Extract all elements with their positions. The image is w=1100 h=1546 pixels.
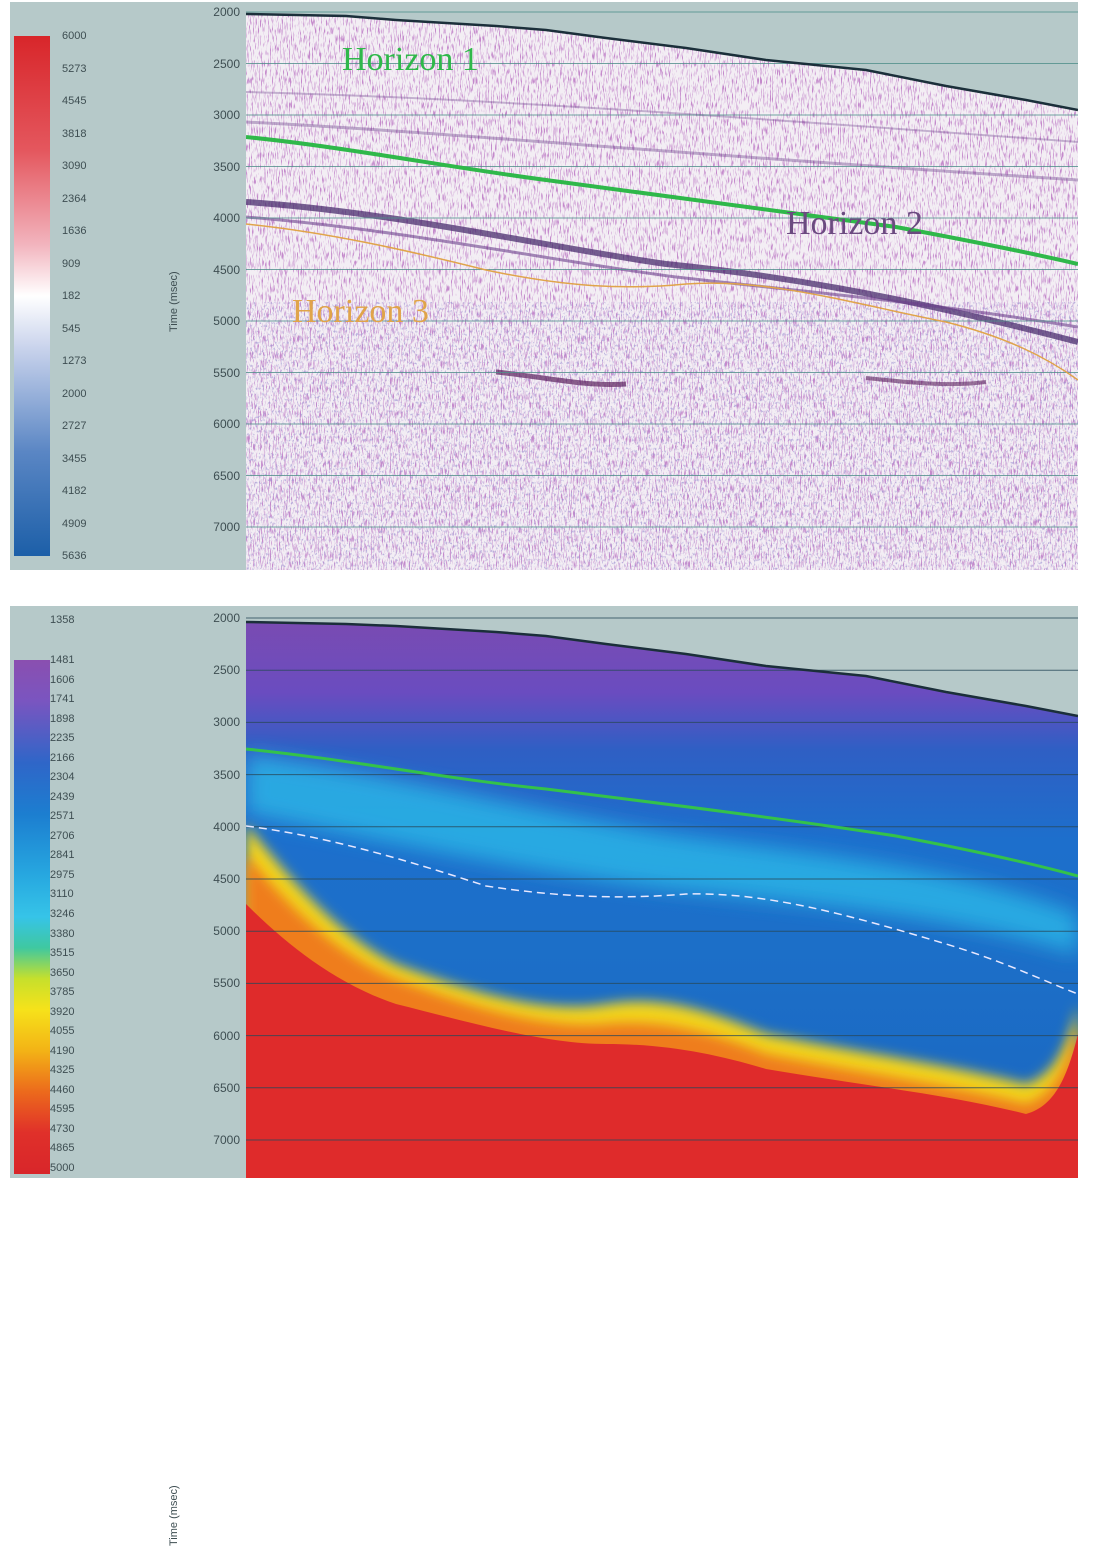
colorbar-label: 3455 (62, 452, 87, 465)
colorbar-label: 2235 (50, 732, 75, 745)
colorbar-label: 1606 (50, 673, 75, 686)
colorbar-label: 6000 (62, 30, 87, 42)
colorbar-label: 182 (62, 290, 81, 302)
y-tick-label: 2000 (213, 5, 240, 19)
velocity-colorbar (14, 660, 50, 1174)
y-tick-label: 5000 (213, 314, 240, 328)
horizon-1-label: Horizon 1 (342, 41, 479, 78)
colorbar-label: 4055 (50, 1025, 75, 1038)
velocity-model-panel: 1358 1481 1606 1741 1898 2235 2166 2304 2439 257… (10, 606, 1078, 1546)
colorbar-label: 3650 (50, 966, 75, 979)
y-tick-label: 5000 (213, 924, 240, 939)
colorbar-label: 2439 (50, 790, 75, 803)
y-tick-label: 4000 (213, 211, 240, 225)
colorbar-label: 3110 (50, 888, 74, 901)
colorbar-label: 1273 (62, 355, 87, 367)
colorbar-label: 4909 (62, 517, 87, 530)
colorbar-label: 2571 (50, 810, 75, 823)
colorbar-label: 2166 (50, 751, 75, 764)
colorbar-label: 4865 (50, 1142, 75, 1155)
colorbar-label: 2841 (50, 849, 75, 862)
y-tick-label: 7000 (213, 1133, 240, 1147)
colorbar-label: 4730 (50, 1122, 75, 1135)
seismic-section: Horizon 1 Horizon 2 Horizon 3 (246, 2, 1078, 570)
colorbar-label: 3246 (50, 908, 75, 920)
colorbar-label: 1636 (62, 225, 87, 237)
y-axis-title: Time (msec) (168, 1485, 180, 1546)
y-tick-label: 6000 (213, 417, 240, 431)
horizon-2-label: Horizon 2 (786, 205, 923, 242)
y-tick-label: 6500 (213, 1080, 240, 1095)
colorbar-label: 2706 (50, 829, 75, 842)
amplitude-colorbar (14, 36, 50, 556)
colorbar-label: 2975 (50, 868, 75, 881)
y-tick-label: 4500 (213, 872, 240, 886)
y-tick-label: 3500 (213, 159, 240, 174)
y-tick-label: 5500 (213, 976, 240, 991)
colorbar-label: 3380 (50, 927, 75, 940)
colorbar-label: 5000 (50, 1162, 75, 1174)
colorbar-label: 545 (62, 322, 81, 335)
y-tick-label: 2500 (213, 663, 240, 678)
y-tick-label: 6500 (213, 468, 240, 483)
colorbar-label: 2000 (62, 387, 87, 400)
y-tick-label: 3000 (213, 108, 240, 122)
colorbar-label: 3818 (62, 127, 87, 140)
colorbar-label: 4545 (62, 95, 87, 107)
colorbar-label: 3515 (50, 947, 75, 960)
colorbar-label: 909 (62, 257, 81, 270)
velocity-section (246, 614, 1078, 1178)
colorbar-label: 2304 (50, 771, 75, 784)
y-tick-label: 7000 (213, 520, 240, 534)
colorbar-label: 3090 (62, 160, 87, 172)
colorbar-label: 4325 (50, 1064, 75, 1077)
y-tick-label: 3500 (213, 767, 240, 782)
colorbar-label: 1898 (50, 712, 75, 725)
colorbar-label: 4595 (50, 1103, 75, 1116)
colorbar-label: 4190 (50, 1044, 75, 1057)
y-tick-label: 4000 (213, 819, 240, 834)
colorbar-label: 1481 (50, 654, 75, 666)
colorbar-label: 5273 (62, 62, 87, 75)
y-tick-label: 2500 (213, 56, 240, 71)
colorbar-label: 5636 (62, 550, 87, 562)
colorbar-label: 4460 (50, 1083, 75, 1096)
colorbar-label: 3920 (50, 1005, 75, 1018)
colorbar-label: 2364 (62, 192, 87, 205)
seismic-amplitude-panel: 6000 5273 4545 3818 3090 2364 1636 909 182 545 127… (10, 2, 1078, 570)
y-tick-label: 2000 (213, 611, 240, 625)
colorbar-label: 4182 (62, 485, 87, 497)
colorbar-label: 2727 (62, 420, 87, 432)
y-tick-label: 3000 (213, 715, 240, 730)
y-tick-label: 5500 (213, 365, 240, 380)
colorbar-label: 1741 (50, 693, 75, 706)
colorbar-label: 3785 (50, 986, 75, 999)
y-tick-label: 4500 (213, 262, 240, 277)
y-tick-label: 6000 (213, 1028, 240, 1043)
horizon-3-label: Horizon 3 (292, 293, 429, 330)
